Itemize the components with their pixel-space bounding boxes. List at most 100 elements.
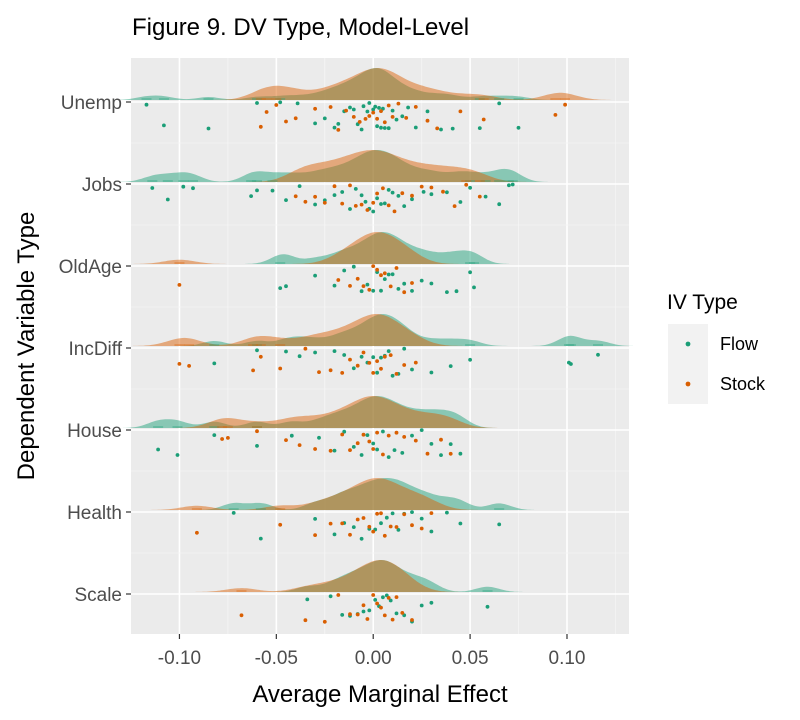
data-point-flow	[342, 268, 347, 273]
data-point-stock	[386, 596, 391, 600]
data-point-stock	[481, 117, 486, 122]
data-point-flow	[596, 352, 600, 357]
data-point-flow	[410, 367, 414, 372]
data-point-stock	[226, 436, 230, 440]
data-point-flow	[429, 529, 434, 534]
data-point-flow	[278, 100, 283, 105]
data-point-flow	[381, 429, 385, 434]
x-tick-label: 0.00	[355, 648, 392, 669]
data-point-flow	[322, 116, 327, 121]
data-point-stock	[359, 202, 364, 207]
data-point-stock	[400, 191, 405, 196]
legend-label-flow: Flow	[720, 334, 759, 354]
data-point-flow	[348, 207, 352, 211]
data-point-stock	[344, 108, 348, 113]
data-point-flow	[396, 287, 401, 291]
data-point-stock	[386, 203, 391, 208]
legend-title: IV Type	[667, 291, 738, 314]
legend-label-stock: Stock	[720, 374, 766, 394]
data-point-flow	[305, 597, 310, 602]
data-point-stock	[340, 432, 345, 437]
data-point-stock	[328, 521, 333, 526]
density-cloud-flow-health	[198, 478, 535, 510]
data-point-flow	[361, 609, 366, 614]
density-cloud-stock-scale	[194, 560, 459, 592]
data-point-flow	[351, 525, 356, 529]
data-point-flow	[313, 202, 317, 207]
data-point-stock	[177, 283, 182, 287]
data-point-stock	[187, 364, 192, 368]
x-axis-title: Average Marginal Effect	[252, 681, 508, 708]
data-point-stock	[313, 447, 317, 451]
data-point-stock	[563, 102, 567, 107]
data-point-flow	[255, 348, 259, 353]
data-point-flow	[485, 604, 490, 609]
data-point-flow	[359, 193, 364, 198]
data-point-flow	[510, 182, 515, 187]
data-point-stock	[258, 354, 263, 359]
data-point-flow	[212, 433, 217, 437]
density-cloud-flow-jobs	[117, 150, 548, 182]
data-point-flow	[313, 121, 317, 126]
data-point-stock	[274, 103, 279, 107]
data-point-stock	[379, 366, 383, 371]
data-point-stock	[394, 430, 399, 435]
data-point-flow	[402, 204, 407, 209]
data-point-flow	[359, 354, 364, 359]
data-point-stock	[284, 438, 288, 442]
data-point-flow	[410, 433, 414, 438]
data-point-flow	[278, 286, 283, 290]
data-point-flow	[384, 515, 389, 520]
data-point-flow	[191, 186, 195, 191]
data-point-flow	[382, 201, 387, 206]
y-tick-label-jobs: Jobs	[82, 175, 122, 196]
data-point-stock	[439, 437, 443, 442]
data-point-stock	[336, 278, 341, 282]
data-point-flow	[379, 521, 383, 526]
data-point-flow	[375, 447, 379, 452]
data-point-flow	[332, 283, 337, 288]
data-point-flow	[386, 188, 391, 192]
data-point-flow	[458, 200, 463, 204]
data-point-flow	[348, 105, 352, 110]
data-point-stock	[332, 184, 337, 189]
data-point-flow	[458, 521, 463, 526]
data-point-stock	[313, 194, 317, 199]
data-point-flow	[365, 109, 370, 114]
data-point-flow	[394, 611, 399, 616]
data-point-flow	[297, 184, 302, 189]
data-point-flow	[450, 126, 455, 131]
grid-lines	[131, 58, 629, 634]
data-point-flow	[375, 124, 379, 129]
data-point-flow	[402, 281, 407, 286]
data-point-stock	[363, 117, 368, 121]
data-point-stock	[303, 346, 308, 351]
y-axis-title: Dependent Variable Type	[13, 212, 40, 481]
data-point-stock	[361, 350, 366, 355]
data-point-stock	[297, 443, 302, 447]
data-point-stock	[419, 184, 424, 189]
data-point-flow	[392, 448, 397, 452]
data-point-stock	[435, 126, 440, 131]
data-point-flow	[206, 126, 211, 131]
data-point-stock	[429, 511, 434, 515]
axes: -0.10 -0.05 0.00 0.05 0.10 Unemp Jobs OldAge Inc…	[59, 93, 586, 669]
data-point-flow	[336, 122, 341, 126]
data-point-stock	[402, 435, 407, 439]
data-point-stock	[375, 191, 379, 196]
data-point-flow	[373, 104, 378, 109]
data-point-flow	[332, 125, 337, 130]
data-point-flow	[165, 197, 170, 202]
data-point-flow	[386, 126, 391, 131]
data-point-stock	[371, 264, 376, 268]
data-point-flow	[297, 354, 302, 359]
chart-title: Figure 9. DV Type, Model-Level	[132, 14, 469, 41]
data-point-stock	[413, 438, 418, 443]
data-point-stock	[371, 529, 376, 534]
data-point-flow	[390, 108, 395, 113]
y-tick-label-unemp: Unemp	[61, 93, 122, 114]
y-tick-label-health: Health	[67, 503, 122, 524]
data-point-flow	[181, 184, 186, 189]
data-point-stock	[348, 183, 352, 188]
data-point-stock	[382, 533, 387, 538]
